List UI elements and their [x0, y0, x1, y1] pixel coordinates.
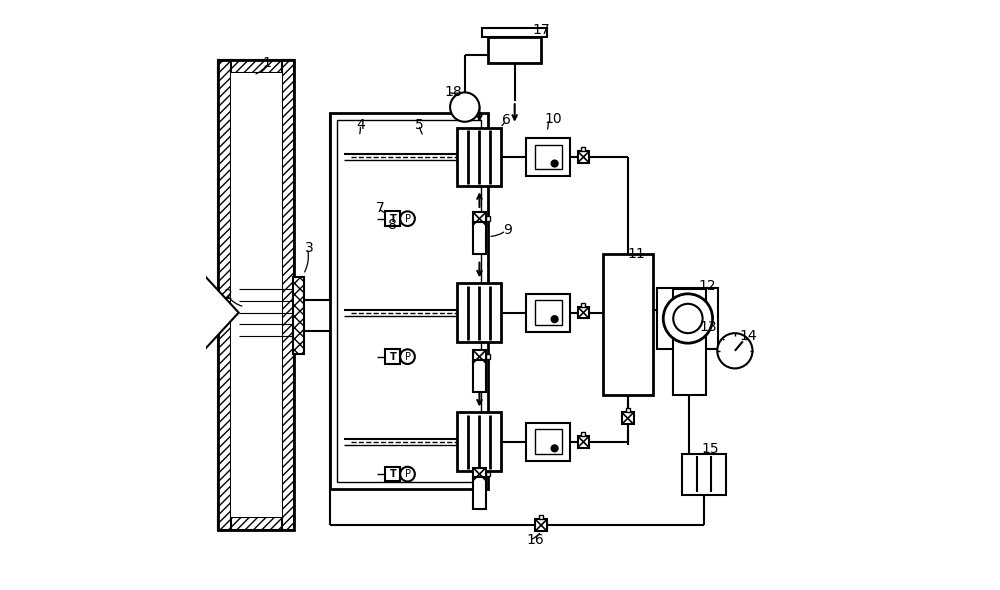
Bar: [535, 519, 547, 531]
Text: 18: 18: [444, 86, 462, 99]
Bar: [473, 350, 486, 363]
Bar: [526, 422, 570, 461]
Bar: [337, 120, 481, 482]
Bar: [385, 349, 400, 364]
Bar: [488, 37, 541, 63]
Text: 10: 10: [544, 112, 562, 126]
Bar: [218, 60, 231, 530]
Text: T: T: [389, 352, 396, 362]
Bar: [231, 73, 282, 517]
Bar: [218, 60, 294, 530]
Bar: [535, 300, 562, 325]
Bar: [581, 432, 585, 436]
Bar: [657, 288, 718, 349]
Bar: [578, 307, 589, 319]
Text: 3: 3: [305, 241, 314, 255]
Text: 7: 7: [376, 201, 384, 215]
Bar: [218, 517, 294, 530]
Bar: [486, 217, 490, 221]
Bar: [535, 430, 562, 454]
Circle shape: [400, 211, 415, 226]
Text: 11: 11: [627, 247, 645, 261]
Bar: [457, 412, 501, 471]
Bar: [581, 147, 585, 151]
Bar: [218, 60, 294, 73]
Circle shape: [400, 349, 415, 364]
Text: 5: 5: [415, 118, 424, 132]
Circle shape: [450, 93, 479, 122]
Text: 14: 14: [740, 329, 757, 343]
Bar: [457, 127, 501, 186]
Text: 16: 16: [526, 533, 544, 547]
Bar: [581, 303, 585, 307]
Text: P: P: [405, 214, 411, 224]
Bar: [385, 211, 400, 226]
Bar: [682, 454, 726, 494]
Circle shape: [551, 444, 559, 453]
Circle shape: [717, 333, 753, 368]
Bar: [486, 472, 490, 476]
Text: 15: 15: [701, 442, 719, 456]
Text: 1: 1: [262, 56, 271, 70]
Bar: [330, 113, 488, 489]
Circle shape: [673, 304, 703, 333]
Bar: [473, 212, 486, 225]
Text: 13: 13: [700, 320, 717, 335]
Text: 9: 9: [503, 224, 512, 237]
Bar: [473, 359, 486, 392]
Circle shape: [663, 294, 713, 343]
Bar: [622, 412, 634, 424]
Bar: [603, 254, 653, 395]
Bar: [526, 138, 570, 176]
Bar: [535, 145, 562, 169]
Bar: [626, 408, 630, 412]
Bar: [539, 515, 543, 519]
Bar: [473, 468, 486, 481]
Bar: [473, 477, 486, 509]
Bar: [385, 467, 400, 481]
Text: 8: 8: [388, 218, 397, 231]
Circle shape: [551, 315, 559, 323]
Polygon shape: [203, 274, 239, 351]
Bar: [282, 60, 294, 530]
Text: 6: 6: [502, 113, 511, 127]
Bar: [482, 28, 547, 37]
Text: P: P: [405, 352, 411, 362]
Text: T: T: [389, 214, 396, 224]
Text: 4: 4: [356, 118, 365, 132]
Text: T: T: [389, 469, 396, 479]
Text: 17: 17: [532, 22, 550, 37]
Bar: [578, 436, 589, 448]
Bar: [578, 151, 589, 163]
Bar: [293, 277, 304, 354]
Bar: [473, 222, 486, 254]
Bar: [486, 355, 490, 359]
Bar: [526, 294, 570, 332]
Bar: [673, 289, 706, 395]
Text: P: P: [405, 469, 411, 479]
Text: 2: 2: [224, 288, 233, 302]
Text: 12: 12: [698, 279, 716, 293]
Bar: [457, 283, 501, 342]
Circle shape: [551, 159, 559, 168]
Circle shape: [400, 467, 415, 481]
